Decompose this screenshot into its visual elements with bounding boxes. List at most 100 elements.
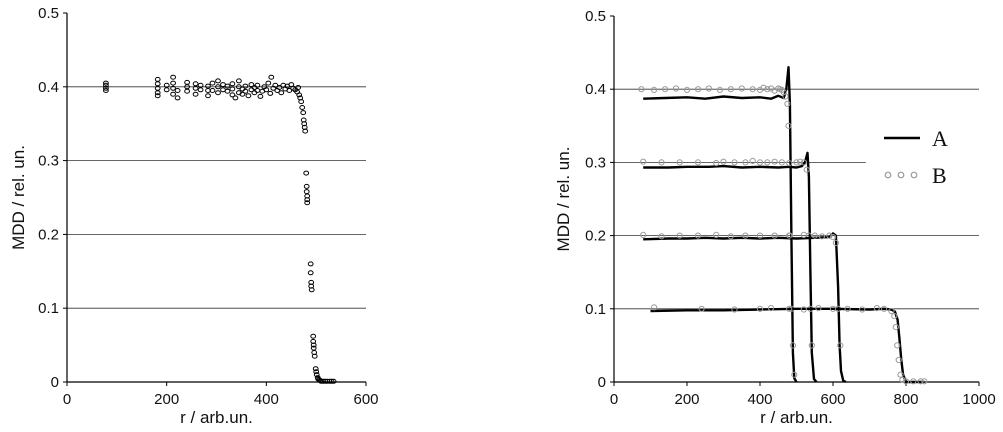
data-point bbox=[236, 78, 242, 84]
data-point bbox=[808, 342, 815, 349]
data-point bbox=[698, 305, 705, 312]
data-point bbox=[894, 342, 901, 349]
y-tick-label: 0.5 bbox=[585, 8, 606, 25]
data-point bbox=[242, 83, 249, 89]
data-point bbox=[782, 93, 789, 100]
data-point bbox=[304, 197, 311, 203]
x-tick-label: 400 bbox=[747, 391, 772, 408]
chart-2: 0 0.1 0.2 0.3 0.4 0.5 0 200 400 600 800 1000 r / arb… bbox=[554, 8, 996, 427]
y-tick-label: 0.3 bbox=[38, 153, 59, 170]
data-point bbox=[242, 88, 249, 94]
data-point bbox=[767, 305, 775, 312]
y-tick-label: 0 bbox=[598, 374, 606, 391]
data-point bbox=[197, 82, 204, 88]
data-point bbox=[154, 81, 161, 87]
legend-marker-swatch bbox=[910, 171, 918, 179]
data-point bbox=[676, 159, 683, 166]
series-line bbox=[643, 232, 847, 384]
x-tick-label: 400 bbox=[254, 391, 279, 408]
data-point bbox=[229, 81, 236, 87]
data-point bbox=[727, 86, 734, 93]
series-A bbox=[650, 307, 925, 384]
x-axis-label: r / arb.un. bbox=[180, 408, 253, 427]
x-tick-label: 0 bbox=[610, 391, 618, 408]
data-point bbox=[829, 234, 837, 241]
data-point bbox=[296, 92, 303, 98]
data-point bbox=[800, 159, 807, 166]
data-point bbox=[803, 166, 810, 173]
data-point bbox=[786, 232, 793, 239]
series-B bbox=[651, 304, 928, 385]
data-point bbox=[797, 158, 804, 165]
data-point bbox=[760, 84, 767, 91]
data-point bbox=[713, 231, 720, 238]
x-tick-label: 200 bbox=[154, 391, 179, 408]
x-axis-label: r / arb.un. bbox=[760, 408, 833, 427]
data-point bbox=[731, 306, 738, 313]
data-point bbox=[268, 74, 275, 80]
data-point bbox=[800, 306, 807, 313]
series-line bbox=[643, 151, 818, 383]
legend-label: B bbox=[932, 163, 947, 188]
data-point bbox=[640, 158, 647, 165]
data-point bbox=[651, 86, 658, 94]
data-point bbox=[215, 90, 221, 96]
series-A bbox=[643, 66, 798, 383]
data-point bbox=[672, 85, 680, 92]
data-point bbox=[310, 333, 317, 339]
series-B bbox=[640, 157, 815, 349]
legend-label: A bbox=[932, 126, 948, 151]
x-tick-label: 600 bbox=[820, 391, 845, 408]
data-point bbox=[310, 342, 317, 348]
data-point bbox=[705, 85, 713, 92]
data-point bbox=[749, 157, 756, 164]
chart-1: 0 0.1 0.2 0.3 0.4 0.5 0 200 400 600 r / arb.un. MDD… bbox=[9, 5, 379, 427]
legend: AB bbox=[884, 126, 948, 188]
data-point bbox=[154, 93, 161, 99]
data-point bbox=[778, 159, 786, 166]
data-point bbox=[638, 86, 645, 93]
data-point bbox=[224, 88, 231, 94]
data-point bbox=[174, 88, 181, 93]
data-point bbox=[694, 159, 702, 166]
series-B bbox=[638, 84, 798, 378]
data-point bbox=[859, 306, 866, 313]
data-point bbox=[756, 232, 764, 239]
data-point bbox=[307, 261, 314, 267]
data-point bbox=[303, 189, 310, 195]
data-point bbox=[229, 92, 236, 98]
data-point bbox=[793, 159, 800, 166]
data-point bbox=[738, 85, 745, 92]
data-point bbox=[205, 83, 211, 89]
data-point bbox=[312, 366, 319, 372]
data-point bbox=[170, 85, 177, 91]
data-point bbox=[676, 232, 683, 239]
x-tick-label: 0 bbox=[63, 391, 71, 408]
data-point bbox=[829, 305, 837, 312]
data-point bbox=[192, 91, 199, 97]
x-tick-label: 1000 bbox=[962, 391, 995, 408]
y-tick-label: 0.1 bbox=[38, 300, 59, 317]
data-point bbox=[248, 82, 255, 88]
data-point bbox=[103, 88, 109, 93]
data-point bbox=[174, 95, 181, 101]
data-point bbox=[192, 81, 199, 87]
data-point bbox=[789, 342, 797, 349]
data-point bbox=[694, 86, 702, 93]
data-point bbox=[727, 233, 734, 240]
data-point bbox=[716, 86, 724, 94]
data-point bbox=[304, 200, 311, 206]
y-tick-label: 0.2 bbox=[38, 226, 59, 243]
data-point bbox=[215, 84, 221, 90]
data-point bbox=[891, 313, 898, 320]
data-point bbox=[899, 376, 906, 383]
data-point bbox=[330, 378, 337, 384]
data-point bbox=[209, 88, 216, 93]
data-point bbox=[895, 356, 902, 364]
data-point bbox=[307, 270, 314, 276]
data-point bbox=[103, 82, 109, 88]
data-point bbox=[265, 80, 272, 86]
series-line bbox=[643, 66, 798, 383]
data-point bbox=[713, 160, 720, 167]
data-point bbox=[694, 232, 702, 239]
